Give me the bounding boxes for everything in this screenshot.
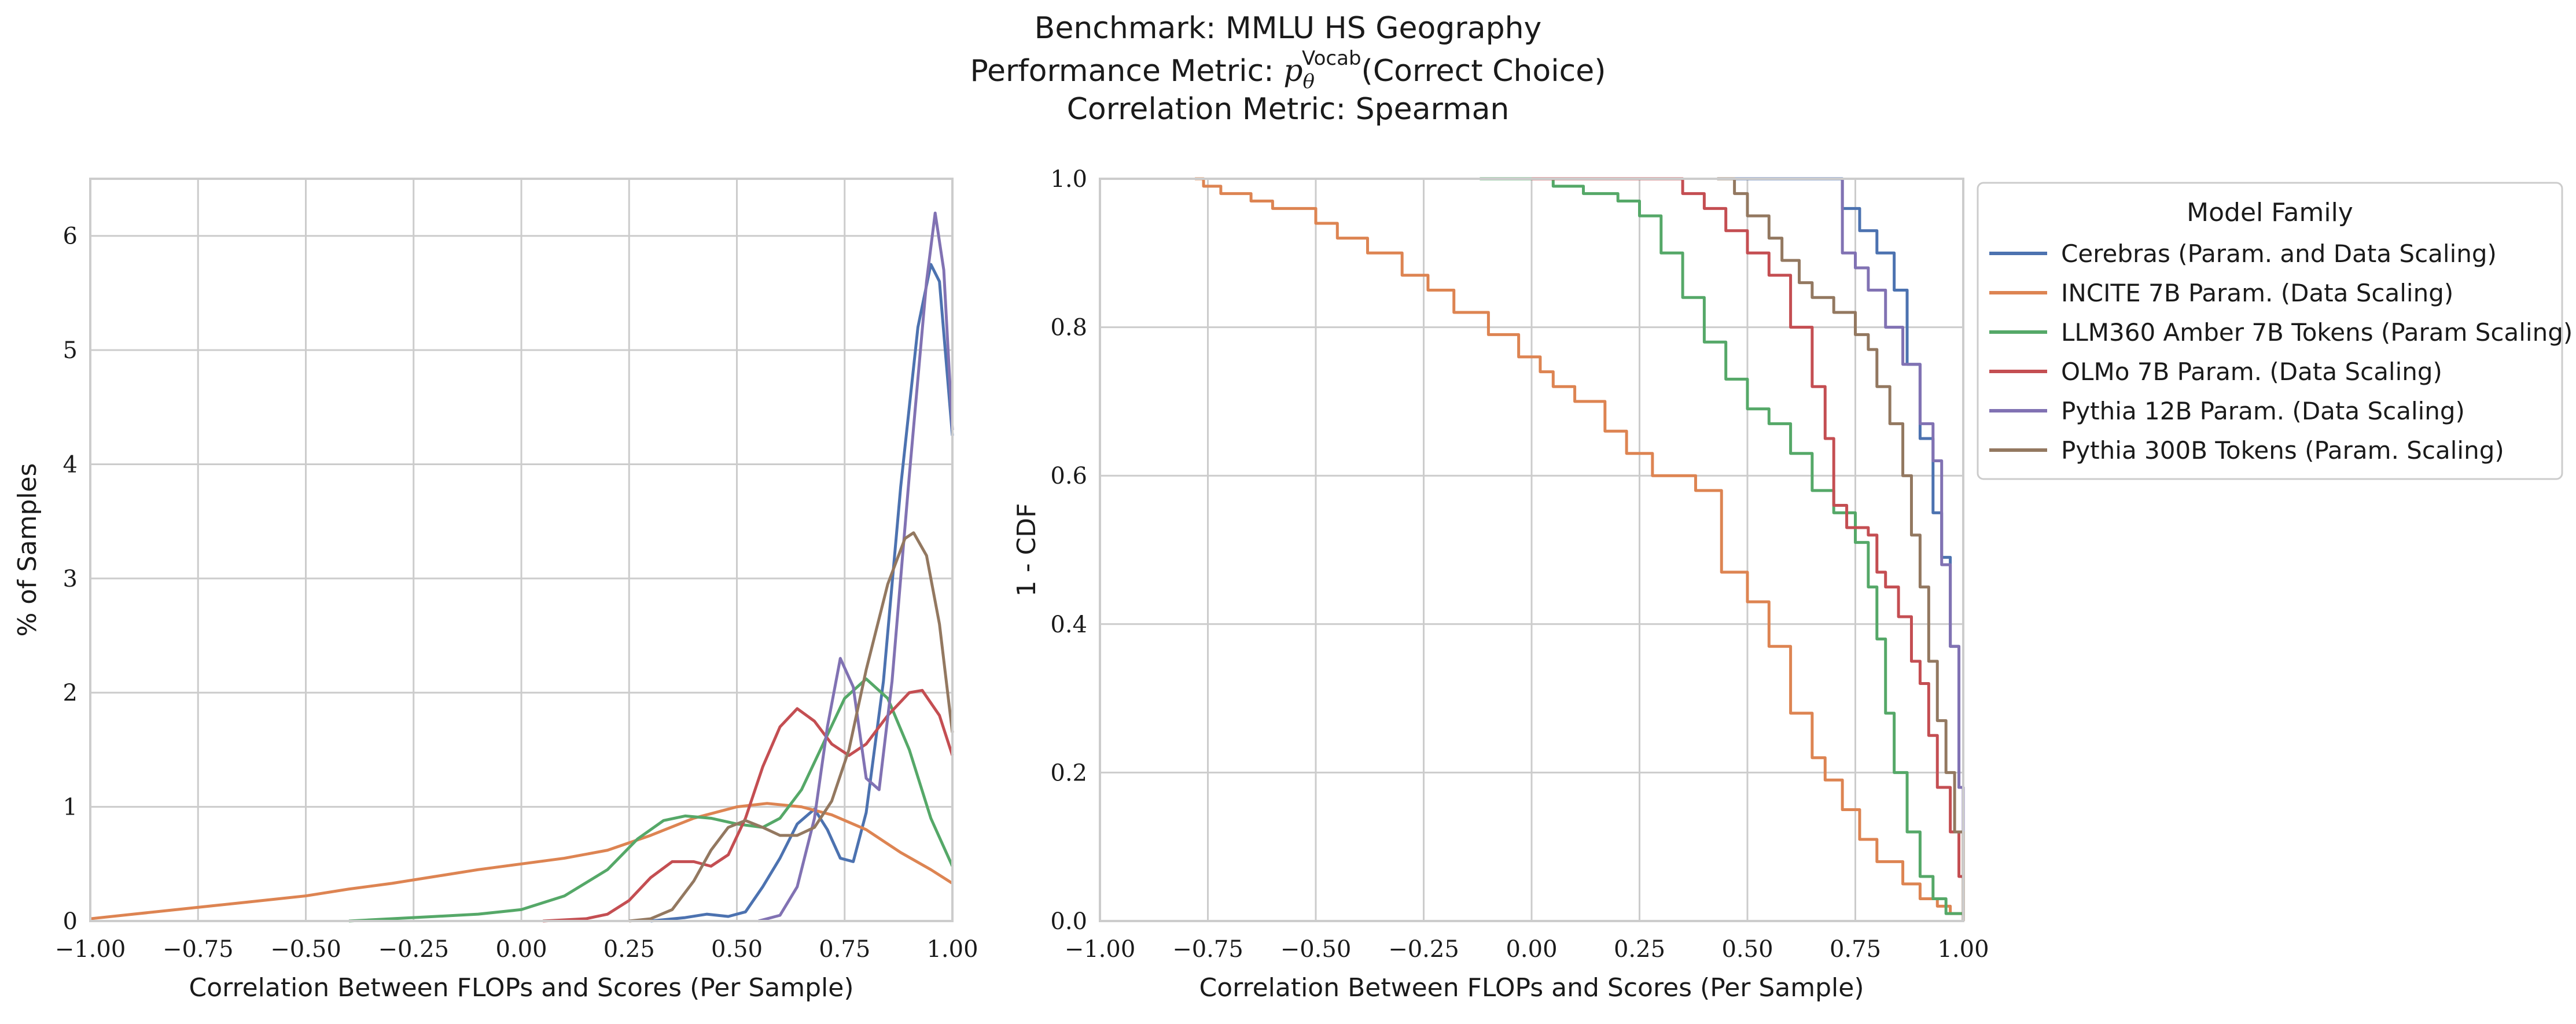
legend-label-llm360: LLM360 Amber 7B Tokens (Param Scaling): [2061, 318, 2573, 347]
ecdf-y-tick-label: 0.6: [1050, 463, 1087, 489]
kde-x-tick-label: 0.00: [495, 936, 547, 963]
legend-label-pythia12b: Pythia 12B Param. (Data Scaling): [2061, 397, 2465, 425]
kde-x-ticks: −1.00 −0.75 −0.50 −0.25 0.00 0.25 0.50 0.75 1.00: [55, 936, 978, 963]
kde-series-llm360: [348, 677, 954, 923]
title-math-p: p: [1283, 54, 1302, 89]
ecdf-y-tick-label: 0.0: [1050, 908, 1087, 935]
kde-y-tick-label: 3: [63, 566, 78, 592]
legend-label-pythia300b: Pythia 300B Tokens (Param. Scaling): [2061, 436, 2504, 465]
legend-label-olmo: OLMo 7B Param. (Data Scaling): [2061, 358, 2442, 386]
kde-grid: [89, 179, 954, 922]
ecdf-x-tick-label: 0.50: [1721, 936, 1773, 963]
title-line-2: Performance Metric: pθVocab(Correct Choi…: [970, 47, 1606, 93]
kde-y-tick-label: 0: [63, 908, 78, 935]
kde-y-tick-label: 2: [63, 680, 78, 706]
kde-x-axis-label: Correlation Between FLOPs and Scores (Pe…: [189, 973, 853, 1003]
ecdf-y-tick-label: 0.2: [1050, 760, 1087, 786]
ecdf-x-tick-label: −0.75: [1172, 936, 1243, 963]
kde-y-tick-label: 5: [63, 337, 78, 364]
ecdf-series-pythia300b: [1717, 177, 1965, 921]
kde-frame: [89, 178, 954, 922]
ecdf-series: [1195, 177, 1965, 921]
legend-label-cerebras: Cerebras (Param. and Data Scaling): [2061, 240, 2497, 268]
kde-series: [90, 211, 954, 923]
kde-y-tick-label: 6: [63, 223, 78, 250]
kde-x-tick-label: 1.00: [926, 936, 978, 963]
ecdf-x-tick-label: 0.00: [1506, 936, 1557, 963]
kde-x-tick-label: −1.00: [55, 936, 126, 963]
ecdf-y-tick-label: 0.4: [1050, 612, 1087, 638]
ecdf-y-tick-label: 1.0: [1050, 166, 1087, 193]
kde-series-incite: [90, 802, 954, 920]
kde-series-olmo: [543, 688, 954, 923]
ecdf-series-olmo: [1532, 177, 1963, 878]
title-line-1: Benchmark: MMLU HS Geography: [1035, 11, 1542, 46]
ecdf-y-axis-label: 1 - CDF: [1012, 503, 1042, 597]
ecdf-grid: [1099, 178, 1964, 922]
kde-panel: −1.00 −0.75 −0.50 −0.25 0.00 0.25 0.50 0.75 1.00…: [13, 178, 978, 1003]
ecdf-x-ticks: −1.00 −0.75 −0.50 −0.25 0.00 0.25 0.50 0.75 1.00: [1065, 936, 1989, 963]
title-math-sup: Vocab: [1302, 47, 1361, 70]
legend-items: Cerebras (Param. and Data Scaling) INCITE…: [1989, 240, 2573, 465]
title-line-3: Correlation Metric: Spearman: [1067, 92, 1510, 127]
kde-x-tick-label: −0.75: [163, 936, 234, 963]
kde-series-pythia300b: [628, 531, 954, 923]
legend-title: Model Family: [2187, 198, 2353, 227]
ecdf-panel: −1.00 −0.75 −0.50 −0.25 0.00 0.25 0.50 0.75 1.00…: [1012, 166, 1989, 1003]
ecdf-frame: [1099, 178, 1964, 922]
ecdf-x-axis-label: Correlation Between FLOPs and Scores (Pe…: [1199, 973, 1864, 1003]
kde-y-tick-label: 1: [63, 794, 78, 821]
ecdf-x-tick-label: 0.75: [1830, 936, 1881, 963]
title-line-2-prefix: Performance Metric:: [970, 54, 1283, 89]
ecdf-series-llm360: [1480, 177, 1965, 921]
ecdf-x-tick-label: −0.50: [1280, 936, 1352, 963]
kde-x-tick-label: −0.50: [270, 936, 341, 963]
ecdf-x-tick-label: −0.25: [1388, 936, 1459, 963]
kde-x-tick-label: 0.25: [603, 936, 655, 963]
ecdf-x-tick-label: −1.00: [1065, 936, 1136, 963]
ecdf-y-tick-label: 0.8: [1050, 315, 1087, 341]
legend: Model Family Cerebras (Param. and Data S…: [1977, 182, 2573, 480]
kde-x-tick-label: 0.75: [819, 936, 870, 963]
kde-series-pythia12b: [758, 211, 954, 923]
ecdf-y-ticks: 0.0 0.2 0.4 0.6 0.8 1.0: [1050, 166, 1087, 935]
legend-box: [1977, 182, 2563, 480]
kde-y-tick-label: 4: [63, 451, 78, 478]
ecdf-series-cerebras: [1717, 177, 1963, 789]
ecdf-series-incite: [1195, 177, 1965, 921]
ecdf-x-tick-label: 0.25: [1614, 936, 1665, 963]
kde-series-cerebras: [650, 263, 954, 923]
kde-y-axis-label: % of Samples: [13, 463, 42, 636]
title-math-sub: θ: [1303, 70, 1315, 93]
legend-label-incite: INCITE 7B Param. (Data Scaling): [2061, 279, 2453, 307]
ecdf-x-tick-label: 1.00: [1937, 936, 1989, 963]
kde-x-tick-label: 0.50: [711, 936, 763, 963]
kde-x-tick-label: −0.25: [378, 936, 449, 963]
figure-title: Benchmark: MMLU HS Geography Performance…: [970, 11, 1606, 127]
title-line-2-suffix: (Correct Choice): [1361, 54, 1606, 89]
kde-y-ticks: 0 1 2 3 4 5 6: [63, 223, 78, 935]
ecdf-series-pythia12b: [1841, 179, 1965, 921]
